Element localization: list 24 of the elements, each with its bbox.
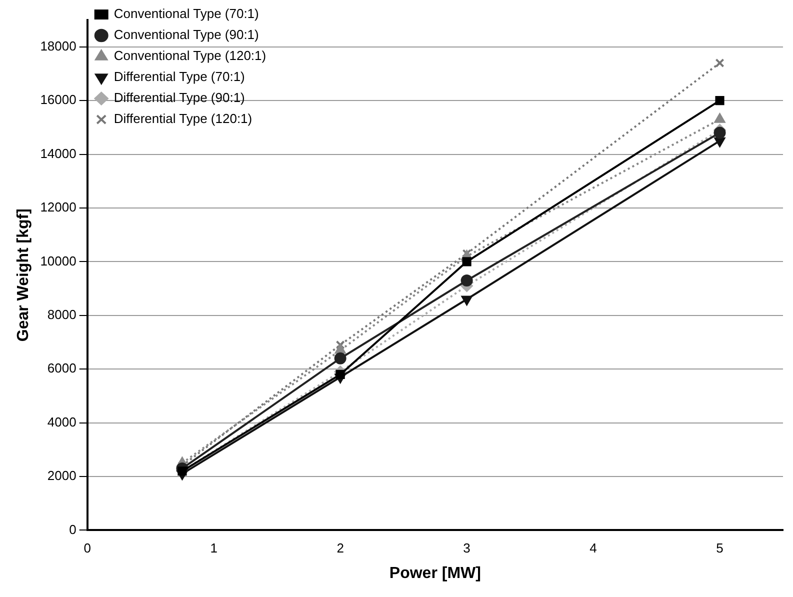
x-tick-label: 4 bbox=[590, 540, 597, 556]
legend-label: Differential Type (90:1) bbox=[114, 90, 245, 106]
x-tick-label: 3 bbox=[463, 540, 470, 556]
y-tick-label: 2000 bbox=[47, 468, 76, 484]
y-tick-label: 12000 bbox=[40, 200, 76, 215]
x-tick-label: 2 bbox=[336, 540, 344, 556]
legend-label: Conventional Type (70:1) bbox=[114, 6, 259, 22]
y-tick-label: 8000 bbox=[47, 306, 76, 322]
x-tick-label: 5 bbox=[716, 540, 724, 556]
legend-label: Differential Type (120:1) bbox=[114, 111, 252, 126]
y-tick-label: 10000 bbox=[40, 253, 76, 268]
x-axis-title: Power [MW] bbox=[389, 564, 481, 582]
y-tick-label: 0 bbox=[69, 522, 76, 537]
x-tick-label: 0 bbox=[84, 540, 91, 556]
legend-label: Differential Type (70:1) bbox=[114, 69, 245, 84]
legend-label: Conventional Type (120:1) bbox=[114, 48, 266, 64]
y-tick-label: 18000 bbox=[40, 38, 76, 54]
y-tick-label: 14000 bbox=[40, 146, 76, 161]
y-tick-label: 16000 bbox=[40, 92, 76, 108]
y-tick-label: 6000 bbox=[47, 360, 76, 376]
x-tick-label: 1 bbox=[210, 540, 218, 556]
legend-label: Conventional Type (90:1) bbox=[114, 27, 259, 42]
y-axis-title: Gear Weight [kgf] bbox=[15, 208, 32, 342]
y-tick-label: 4000 bbox=[47, 414, 76, 430]
